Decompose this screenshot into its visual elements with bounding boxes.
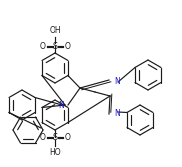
Text: HO: HO — [49, 148, 61, 157]
Text: S: S — [52, 42, 58, 50]
Text: O: O — [64, 132, 70, 141]
Text: O: O — [40, 132, 46, 141]
Text: O: O — [40, 42, 46, 50]
Text: S: S — [52, 132, 58, 141]
Text: N: N — [114, 109, 120, 118]
Text: N: N — [114, 76, 120, 86]
Text: OH: OH — [49, 26, 61, 35]
Text: O: O — [64, 42, 70, 50]
Text: N: N — [58, 101, 64, 110]
